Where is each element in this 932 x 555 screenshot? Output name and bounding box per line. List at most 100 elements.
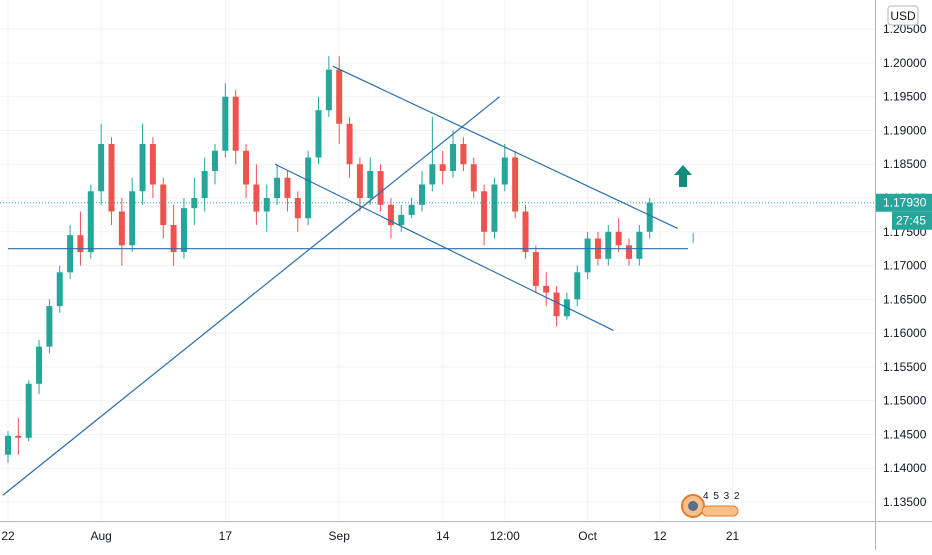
up-arrow-shape [674,165,692,187]
grid-lines [0,0,875,521]
price-tags-group: 1.17930 27:45 [876,193,932,230]
y-tick-label: 1.19500 [883,90,927,104]
candle-body [491,184,498,232]
candle-body [615,231,622,246]
candle-body [212,150,218,171]
last-price-label: 1.17930 [883,196,927,210]
candle-body [149,143,156,185]
candle-body [5,435,11,455]
candle-body [543,285,550,293]
candle-body [325,69,332,111]
candle-body [98,143,105,192]
candle-body [419,184,425,205]
candle-body [108,143,115,212]
y-tick-label: 1.16500 [883,292,927,306]
candles-group [5,56,653,463]
y-tick-label: 1.16000 [883,326,927,340]
candle-body [191,198,198,209]
candle-body [512,157,519,212]
candle-body [129,191,136,246]
candle-body [87,191,94,253]
y-tick-label: 1.19000 [883,123,927,137]
candle-body [170,225,177,253]
candle-body [201,170,208,199]
y-tick-label: 1.18500 [883,157,927,171]
candle-body [553,292,560,317]
candle-body [532,252,539,286]
currency-label-box [887,5,919,26]
y-tick-label: 1.13500 [883,495,927,509]
candle-body [646,202,653,232]
trend-lines-group[interactable] [2,65,688,496]
y-tick-label: 1.20000 [883,56,927,70]
candle-body [460,143,467,165]
candle-body [387,204,394,226]
candle-body [232,96,239,151]
logo-core [688,501,698,511]
x-tick-label: 12:00 [490,529,520,543]
candle-body [398,214,405,226]
candle-body [15,435,22,438]
candle-body [263,198,270,212]
y-tick-label: 1.20500 [883,22,927,36]
candle-body [274,177,281,199]
candle-body [356,164,363,199]
candle-body [67,235,74,273]
ascending-trendline [2,96,501,496]
candle-body [522,211,529,253]
candle-body [253,184,260,212]
candle-body [243,150,250,185]
currency-label: USD [890,9,916,23]
candle-body [574,272,581,300]
x-tick-label: 21 [726,529,740,543]
candle-body [25,383,32,438]
candle-body [481,191,488,232]
candle-body [626,245,632,259]
candle-body [36,346,43,384]
y-tick-label: 1.14500 [883,427,927,441]
candle-body [294,198,301,219]
watermark-logo-icon: 4 5 3 2 [681,491,741,518]
candle-body [222,96,229,151]
x-tick-label: Oct [578,529,597,543]
candle-body [584,238,591,273]
candle-body [56,272,63,307]
x-tick-label: 14 [436,529,450,543]
x-tick-label: 22 [1,529,15,543]
candle-body [377,170,384,205]
candle-body [180,208,187,253]
candle-body [315,110,322,158]
price-axis[interactable]: 1.205001.200001.195001.190001.185001.180… [875,0,932,550]
y-tick-label: 1.15000 [883,394,927,408]
candle-body [139,143,146,192]
upper-channel-line [332,65,678,229]
time-axis[interactable]: 22 Aug 17 Sep 14 12:00 Oct 12 21 [0,521,932,544]
candle-body [636,231,643,259]
candle-body [439,164,446,171]
candle-body [336,69,343,124]
x-tick-label: Aug [90,529,111,543]
last-price-tag [876,193,932,212]
candle-body [305,157,312,219]
y-tick-label: 1.15500 [883,360,927,374]
x-tick-label: 12 [653,529,667,543]
candle-body [450,143,457,171]
y-tick-label: 1.14000 [883,461,927,475]
x-tick-label: 17 [219,529,233,543]
candle-body [284,177,291,199]
candle-body [408,204,415,215]
logo-digits: 4 5 3 2 [703,491,741,502]
up-arrow-icon [674,165,692,187]
candle-body [46,306,53,347]
candle-body [346,123,353,165]
countdown-label: 27:45 [896,214,926,228]
countdown-tag [892,211,932,230]
candle-body [470,164,477,192]
candle-body [118,211,125,246]
y-tick-label: 1.17000 [883,259,927,273]
candle-body [605,231,612,259]
candle-body [429,164,436,185]
logo-band [701,505,739,517]
